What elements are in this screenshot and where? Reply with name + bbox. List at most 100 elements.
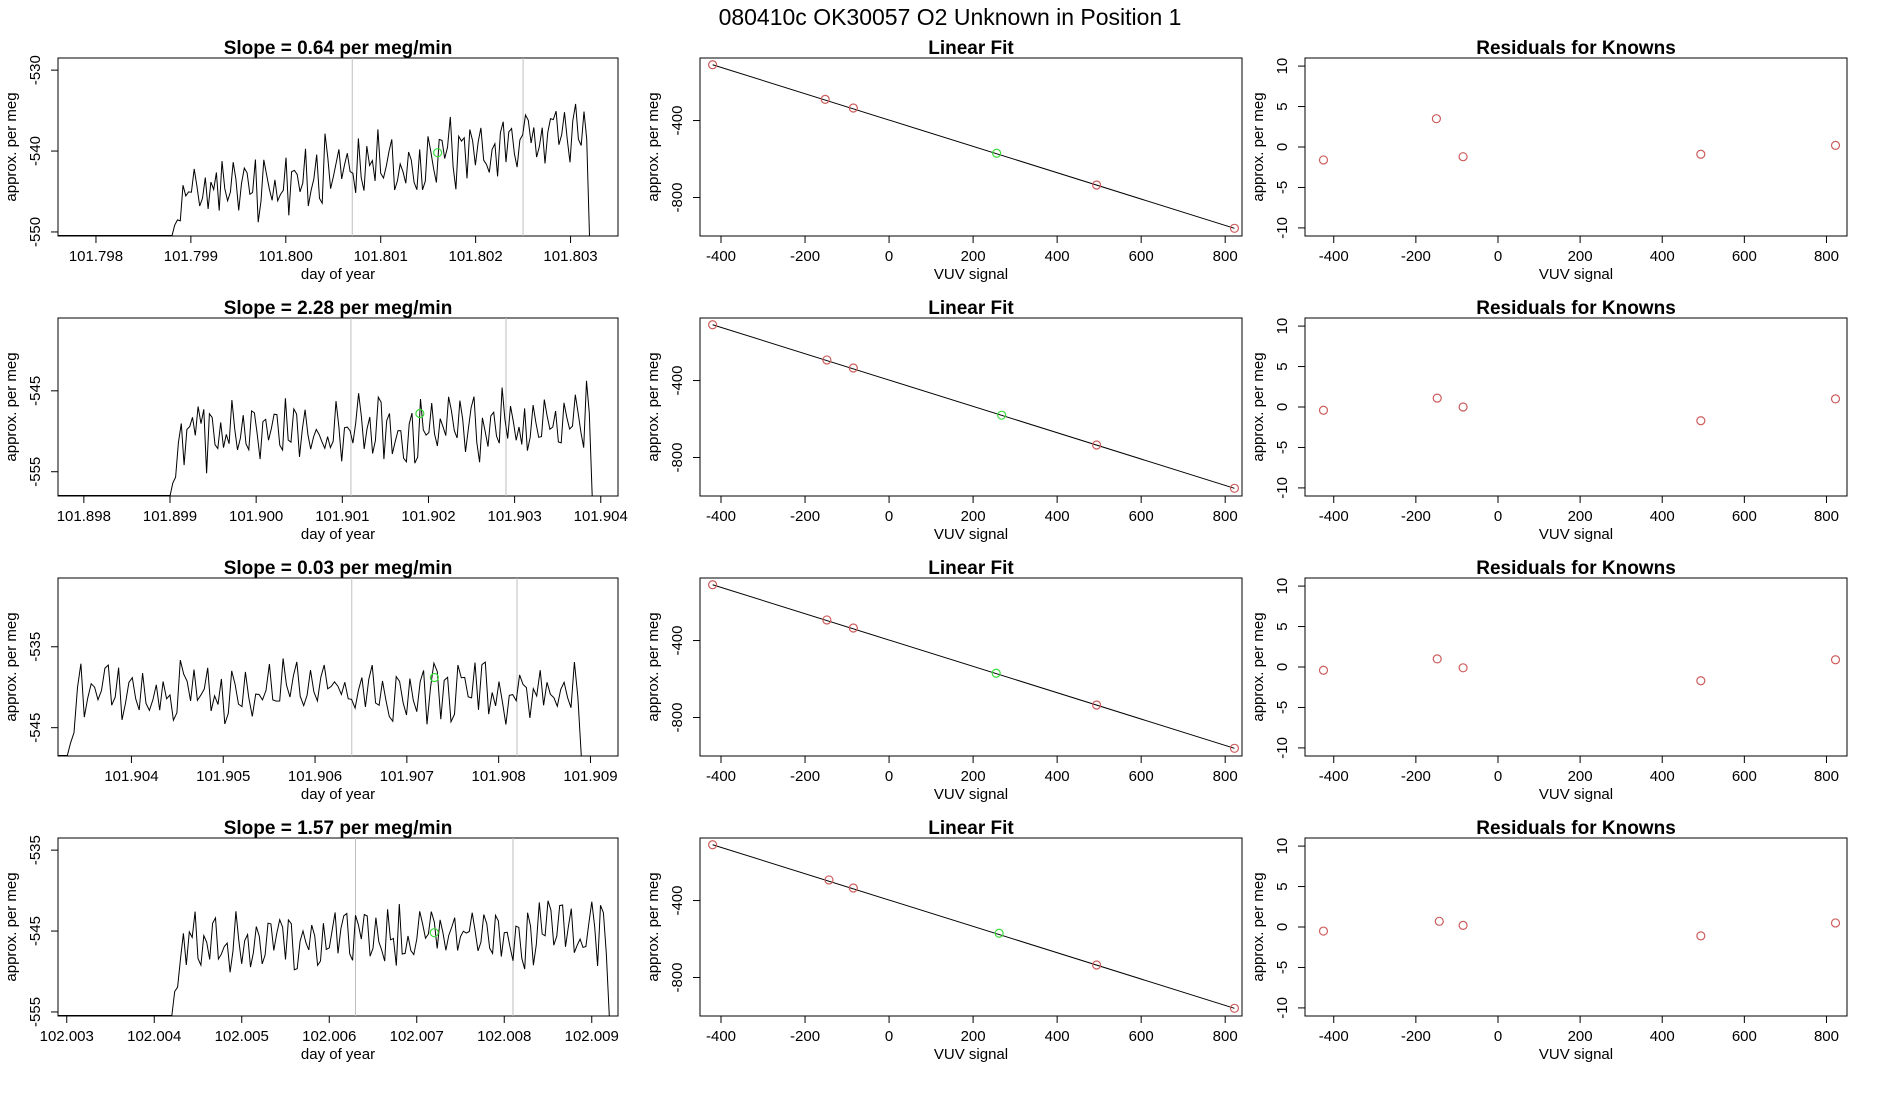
chart-panel: Linear Fit -400 -200 0 200 400 600 800 -800 -400 V… (645, 38, 1243, 283)
y-axis-label: approx. per meg (645, 352, 662, 461)
x-tick-label: 102.007 (390, 1028, 444, 1045)
known-point (848, 623, 858, 633)
chart-panel: Slope = 2.28 per meg/min 101.898 101.899 10… (3, 298, 628, 543)
y-axis-label: approx. per meg (1250, 872, 1267, 981)
x-tick-label: -400 (1319, 768, 1349, 785)
x-tick-label: -200 (790, 1028, 820, 1045)
y-tick-label: 5 (1274, 622, 1291, 630)
panel-title: Residuals for Knowns (1476, 38, 1676, 59)
chart-panel: Residuals for Knowns -400 -200 0 200 400 600 80… (1250, 298, 1848, 543)
chart-panel: Residuals for Knowns -400 -200 0 200 400 600 80… (1250, 558, 1848, 803)
plot-frame (57, 317, 619, 497)
x-tick-label: 200 (961, 248, 986, 265)
x-tick-label: 0 (885, 768, 893, 785)
y-tick-label: -400 (669, 626, 686, 656)
plot-frame (57, 57, 619, 237)
fit-line (712, 584, 1235, 749)
y-tick-label: 5 (1274, 362, 1291, 370)
y-tick-label: -535 (27, 835, 44, 865)
known-point (708, 320, 718, 330)
y-axis-label: approx. per meg (3, 92, 20, 201)
x-tick-label: 0 (1494, 508, 1502, 525)
y-tick-label: 0 (1274, 663, 1291, 671)
plot-frame (699, 317, 1243, 497)
x-tick-label: -400 (1319, 248, 1349, 265)
plot-frame (1304, 577, 1848, 757)
x-tick-label: -400 (706, 508, 736, 525)
x-tick-label: 800 (1213, 248, 1238, 265)
known-point (1458, 402, 1468, 412)
x-tick-label: 600 (1129, 1028, 1154, 1045)
y-tick-label: -800 (669, 962, 686, 992)
y-tick-label: -555 (27, 997, 44, 1027)
known-point (1318, 155, 1329, 165)
y-axis-label: approx. per meg (645, 872, 662, 981)
unknown-point (992, 148, 1002, 158)
x-tick-label: 102.005 (215, 1028, 269, 1045)
x-tick-label: 101.908 (472, 768, 526, 785)
x-tick-label: 102.009 (565, 1028, 619, 1045)
chart-panel: Slope = 0.64 per meg/min 101.798 101.799 10… (3, 38, 619, 283)
panel-title: Residuals for Knowns (1476, 298, 1676, 319)
x-tick-label: 400 (1650, 1028, 1675, 1045)
x-tick-label: -200 (790, 248, 820, 265)
x-tick-label: 102.004 (127, 1028, 181, 1045)
y-axis-label: approx. per meg (3, 352, 20, 461)
series-line (171, 900, 610, 1017)
x-tick-label: -200 (1401, 768, 1431, 785)
x-tick-label: 600 (1129, 248, 1154, 265)
y-tick-label: 0 (1274, 403, 1291, 411)
panel-title: Residuals for Knowns (1476, 818, 1676, 839)
y-axis-label: approx. per meg (645, 612, 662, 721)
x-tick-label: 101.798 (69, 248, 123, 265)
chart-panel: Residuals for Knowns -400 -200 0 200 400 600 80… (1250, 38, 1848, 283)
y-tick-label: -550 (27, 217, 44, 247)
x-tick-label: 200 (1568, 768, 1593, 785)
series-line (171, 103, 590, 237)
x-tick-label: -200 (1401, 248, 1431, 265)
x-tick-label: 0 (1494, 1028, 1502, 1045)
y-tick-label: -5 (1274, 961, 1291, 974)
unknown-point (994, 928, 1004, 938)
unknown-point (415, 408, 425, 419)
known-point (1432, 393, 1442, 403)
chart-panel: Slope = 1.57 per meg/min 102.003 102.004 10… (3, 818, 619, 1063)
x-axis-label: day of year (301, 786, 375, 803)
y-tick-label: -10 (1274, 737, 1291, 759)
y-tick-label: -5 (1274, 441, 1291, 454)
y-tick-label: 10 (1274, 318, 1291, 335)
x-tick-label: 400 (1045, 768, 1070, 785)
y-tick-label: -5 (1274, 181, 1291, 194)
x-tick-label: 600 (1732, 508, 1757, 525)
x-tick-label: 400 (1650, 508, 1675, 525)
known-point (1696, 931, 1706, 941)
panel-title: Slope = 1.57 per meg/min (224, 818, 453, 839)
known-point (1229, 1003, 1240, 1013)
x-tick-label: 101.902 (401, 508, 455, 525)
plot-frame (699, 577, 1243, 757)
panel-title: Linear Fit (928, 558, 1014, 579)
y-axis-label: approx. per meg (1250, 352, 1267, 461)
x-tick-label: 800 (1213, 508, 1238, 525)
chart-panel: Linear Fit -400 -200 0 200 400 600 800 -800 -400 V… (645, 298, 1243, 543)
known-point (1092, 180, 1102, 190)
x-axis-label: VUV signal (934, 1046, 1008, 1063)
known-point (1318, 926, 1329, 936)
x-tick-label: 102.006 (302, 1028, 356, 1045)
known-point (822, 615, 832, 625)
x-tick-label: 101.799 (164, 248, 218, 265)
known-point (848, 363, 858, 373)
x-axis-label: VUV signal (1539, 1046, 1613, 1063)
x-tick-label: 600 (1129, 768, 1154, 785)
y-tick-label: -545 (27, 713, 44, 743)
chart-panel: Residuals for Knowns -400 -200 0 200 400 600 80… (1250, 818, 1848, 1063)
y-axis-label: approx. per meg (3, 612, 20, 721)
known-point (1458, 663, 1468, 673)
y-tick-label: 0 (1274, 143, 1291, 151)
y-tick-label: -530 (27, 55, 44, 85)
y-tick-label: 5 (1274, 882, 1291, 890)
x-axis-label: VUV signal (1539, 786, 1613, 803)
x-axis-label: VUV signal (1539, 266, 1613, 283)
x-tick-label: 101.802 (449, 248, 503, 265)
